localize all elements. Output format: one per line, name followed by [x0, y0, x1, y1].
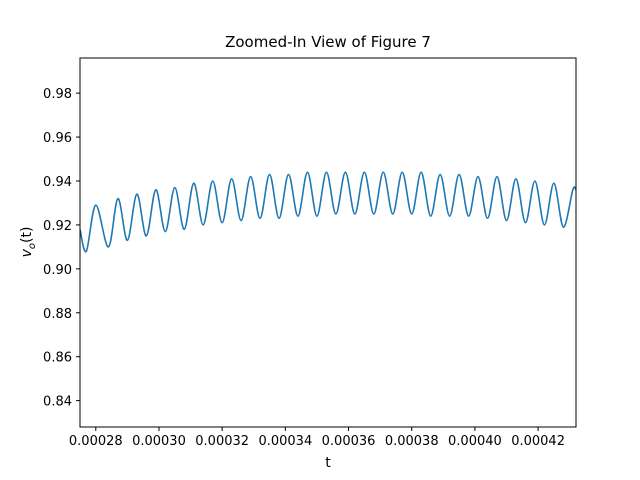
series-line-0 — [80, 171, 576, 253]
y-axis-label: vo(t) — [19, 227, 38, 258]
y-tick-label: 0.84 — [43, 395, 72, 410]
x-tick-label: 0.00040 — [448, 434, 502, 449]
chart-title: Zoomed-In View of Figure 7 — [225, 33, 431, 51]
y-tick-label: 0.98 — [43, 87, 72, 102]
y-tick-label: 0.96 — [43, 131, 72, 146]
ticks-layer: 0.00028 0.00030 0.00032 0.00034 0.00036 0.000… — [43, 87, 565, 449]
y-tick-label: 0.88 — [43, 307, 72, 322]
y-tick-label: 0.94 — [43, 175, 72, 190]
y-tick-label: 0.90 — [43, 263, 72, 278]
x-tick-label: 0.00034 — [258, 434, 312, 449]
x-axis-label: t — [325, 455, 331, 471]
plot-layer — [80, 171, 576, 253]
x-tick-label: 0.00042 — [511, 434, 565, 449]
x-tick-label: 0.00036 — [322, 434, 376, 449]
plot-frame — [79, 57, 577, 428]
x-tick-label: 0.00032 — [195, 434, 249, 449]
y-tick-label: 0.92 — [43, 219, 72, 234]
x-tick-label: 0.00038 — [385, 434, 439, 449]
x-tick-label: 0.00028 — [69, 434, 123, 449]
x-tick-label: 0.00030 — [132, 434, 186, 449]
y-tick-label: 0.86 — [43, 351, 72, 366]
